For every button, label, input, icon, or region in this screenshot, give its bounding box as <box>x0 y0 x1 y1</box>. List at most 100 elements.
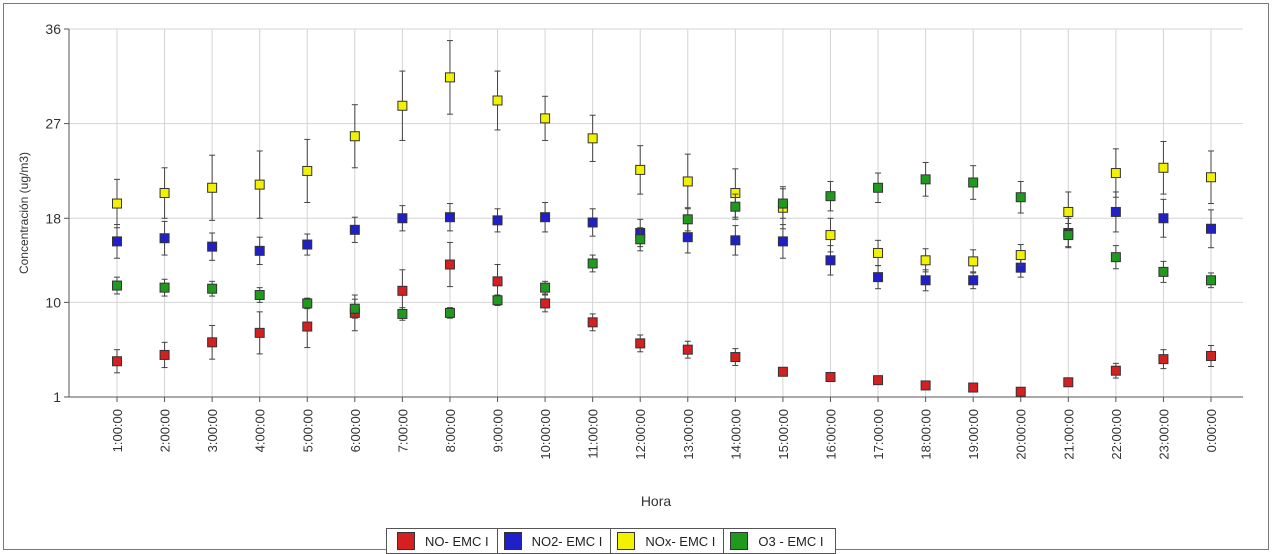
point-no2 <box>873 272 884 283</box>
x-tick-label: 17:00:00 <box>871 409 886 460</box>
point-o3 <box>1206 275 1216 286</box>
point-no <box>397 285 408 296</box>
point-no <box>587 317 598 328</box>
x-tick-label: 20:00:00 <box>1014 409 1029 460</box>
x-tick-labels: 1:00:00 2:00:00 3:00:00 4:00:00 5:00:00 6:00:… <box>110 409 1219 460</box>
x-tick-label: 0:00:00 <box>1204 409 1219 452</box>
point-nox <box>1206 172 1216 183</box>
point-o3 <box>635 234 646 245</box>
x-tick-label: 1:00:00 <box>110 409 125 452</box>
point-no2 <box>397 213 408 224</box>
point-no2 <box>1206 223 1216 234</box>
legend-swatch-nox <box>617 532 636 550</box>
legend-item-no: NO- EMC I <box>397 532 489 550</box>
x-tick-label: 5:00:00 <box>300 409 315 452</box>
legend-swatch-o3 <box>730 532 749 550</box>
x-tick-label: 10:00:00 <box>538 409 553 460</box>
point-nox <box>635 164 646 175</box>
point-nox <box>1158 162 1169 173</box>
point-no <box>968 382 979 393</box>
axes <box>64 28 1243 402</box>
point-no2 <box>1158 213 1169 224</box>
point-no2 <box>159 233 170 244</box>
point-no2 <box>444 212 455 223</box>
point-o3 <box>112 280 122 291</box>
point-no2 <box>302 239 313 250</box>
series-nox <box>112 40 1216 274</box>
point-o3 <box>349 303 360 314</box>
y-tick-label: 1 <box>53 389 61 405</box>
point-no2 <box>587 217 598 228</box>
point-no2 <box>968 275 979 286</box>
point-nox <box>159 188 170 199</box>
point-no <box>730 352 741 363</box>
point-no <box>825 372 836 383</box>
point-nox <box>920 255 931 266</box>
point-no <box>207 337 218 348</box>
x-tick-label: 22:00:00 <box>1109 409 1124 460</box>
x-tick-label: 19:00:00 <box>966 409 981 460</box>
legend-separator <box>610 529 612 553</box>
legend-label-no: NO- EMC I <box>425 533 489 549</box>
point-no <box>540 298 551 309</box>
point-o3 <box>444 307 455 318</box>
point-o3 <box>397 308 408 319</box>
legend-item-o3: O3 - EMC I <box>730 532 823 550</box>
point-nox <box>349 131 360 142</box>
point-nox <box>873 247 884 258</box>
x-tick-label: 4:00:00 <box>253 409 268 452</box>
legend-item-no2: NO2- EMC I <box>503 532 602 550</box>
point-no2 <box>540 212 551 223</box>
y-tick-label: 27 <box>45 116 61 132</box>
data-marks <box>112 40 1216 397</box>
point-o3 <box>302 298 313 309</box>
point-no <box>873 375 884 386</box>
legend-label-nox: NOx- EMC I <box>645 533 716 549</box>
chart-canvas: 1 10 18 27 36 1:00:00 2:00:00 3:00:00 4:00:00 5:… <box>17 21 1243 509</box>
point-o3 <box>730 201 741 212</box>
point-nox <box>682 176 693 187</box>
x-tick-label: 7:00:00 <box>395 409 410 452</box>
x-tick-label: 9:00:00 <box>491 409 506 452</box>
point-no2 <box>207 241 218 252</box>
point-nox <box>1015 250 1026 261</box>
point-no <box>635 338 646 349</box>
point-no2 <box>920 275 931 286</box>
point-no <box>302 321 313 332</box>
point-o3 <box>920 174 931 185</box>
point-nox <box>112 198 122 209</box>
legend-swatch-no <box>397 532 415 550</box>
point-no2 <box>254 245 265 256</box>
point-no <box>920 380 931 391</box>
point-nox <box>444 72 455 83</box>
y-tick-label: 18 <box>45 210 61 226</box>
point-o3 <box>587 258 598 269</box>
point-no2 <box>777 236 788 247</box>
point-o3 <box>1063 230 1074 241</box>
y-tick-labels: 1 10 18 27 36 <box>45 21 61 405</box>
point-o3 <box>968 177 979 188</box>
y-axis-title: Concentración (ug/m3) <box>17 152 31 274</box>
x-tick-label: 6:00:00 <box>348 409 363 452</box>
point-no <box>492 276 503 287</box>
point-o3 <box>1015 192 1026 203</box>
point-nox <box>302 165 313 176</box>
point-no <box>1063 377 1074 388</box>
point-nox <box>397 100 408 111</box>
point-o3 <box>540 282 551 293</box>
series-no <box>112 241 1216 397</box>
point-no <box>254 327 265 338</box>
x-tick-label: 8:00:00 <box>443 409 458 452</box>
point-o3 <box>1158 266 1169 277</box>
legend-swatch-no2 <box>503 532 522 550</box>
x-tick-label: 3:00:00 <box>205 409 220 452</box>
series-o3 <box>112 162 1216 321</box>
point-no2 <box>682 232 693 243</box>
point-o3 <box>159 282 170 293</box>
point-nox <box>207 182 218 193</box>
point-o3 <box>873 182 884 193</box>
point-no2 <box>825 255 836 266</box>
series-no2 <box>112 191 1216 292</box>
x-tick-label: 21:00:00 <box>1061 409 1076 460</box>
x-tick-label: 15:00:00 <box>776 409 791 460</box>
